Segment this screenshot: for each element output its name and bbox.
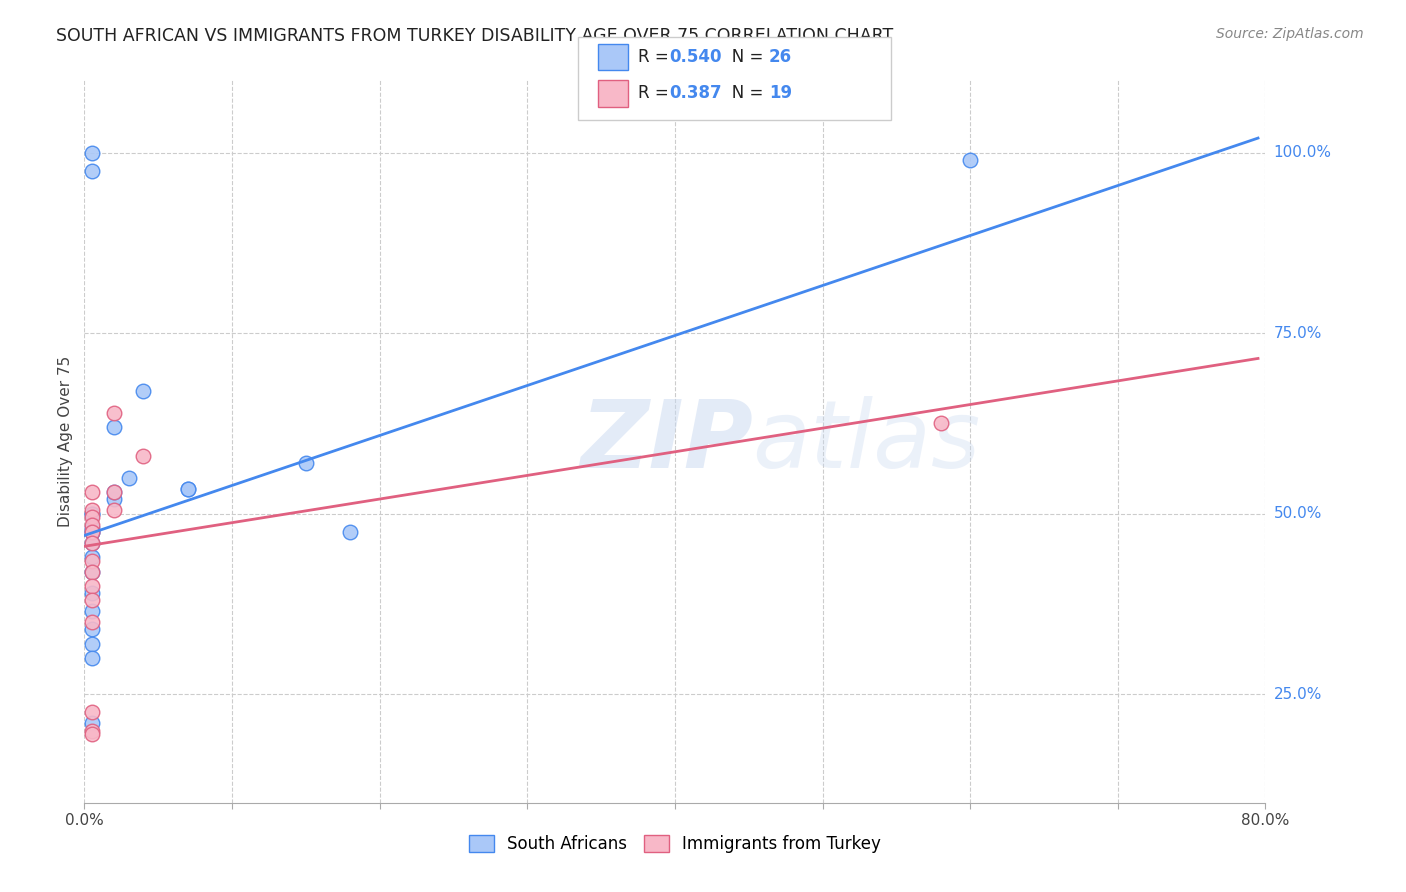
Legend: South Africans, Immigrants from Turkey: South Africans, Immigrants from Turkey: [463, 828, 887, 860]
Point: [80, 623, 103, 637]
Text: 50.0%: 50.0%: [1274, 507, 1322, 521]
Point: [103, 503, 125, 517]
Text: ZIP: ZIP: [581, 395, 754, 488]
Point: [132, 384, 155, 398]
Text: N =: N =: [716, 85, 768, 103]
Point: [80, 727, 103, 741]
Point: [80, 163, 103, 178]
Point: [80, 565, 103, 579]
Text: 0.387: 0.387: [669, 85, 721, 103]
Point: [80, 503, 103, 517]
Point: [80, 593, 103, 607]
Point: [80, 706, 103, 720]
Text: SOUTH AFRICAN VS IMMIGRANTS FROM TURKEY DISABILITY AGE OVER 75 CORRELATION CHART: SOUTH AFRICAN VS IMMIGRANTS FROM TURKEY …: [56, 27, 893, 45]
Point: [80, 565, 103, 579]
Point: [177, 482, 200, 496]
Point: [80, 535, 103, 549]
Point: [80, 524, 103, 539]
Point: [929, 417, 952, 431]
Point: [80, 517, 103, 532]
Point: [80, 586, 103, 600]
Point: [177, 482, 200, 496]
Text: 0.540: 0.540: [669, 48, 721, 66]
Point: [80, 507, 103, 521]
Point: [80, 637, 103, 651]
Point: [80, 507, 103, 521]
Point: [959, 153, 981, 167]
Point: [80, 554, 103, 568]
Point: [339, 524, 361, 539]
Text: N =: N =: [716, 48, 768, 66]
Point: [80, 716, 103, 731]
Point: [118, 470, 141, 484]
Text: atlas: atlas: [752, 396, 980, 487]
Point: [295, 456, 318, 470]
Y-axis label: Disability Age Over 75: Disability Age Over 75: [58, 356, 73, 527]
Point: [80, 535, 103, 549]
Point: [132, 449, 155, 463]
Text: 26: 26: [769, 48, 792, 66]
Text: R =: R =: [638, 48, 675, 66]
Text: 19: 19: [769, 85, 792, 103]
Point: [80, 723, 103, 738]
Point: [80, 485, 103, 500]
Point: [103, 406, 125, 420]
Point: [103, 492, 125, 507]
Point: [80, 651, 103, 665]
Point: [103, 485, 125, 500]
Point: [103, 485, 125, 500]
Point: [80, 524, 103, 539]
Text: R =: R =: [638, 85, 675, 103]
Text: 100.0%: 100.0%: [1274, 145, 1331, 160]
Point: [80, 550, 103, 565]
Point: [103, 420, 125, 434]
Point: [80, 510, 103, 524]
Point: [80, 521, 103, 535]
Point: [80, 615, 103, 630]
Text: Source: ZipAtlas.com: Source: ZipAtlas.com: [1216, 27, 1364, 41]
Point: [80, 604, 103, 618]
Text: 25.0%: 25.0%: [1274, 687, 1322, 702]
Point: [80, 524, 103, 539]
Text: 75.0%: 75.0%: [1274, 326, 1322, 341]
Point: [80, 145, 103, 160]
Point: [80, 579, 103, 593]
